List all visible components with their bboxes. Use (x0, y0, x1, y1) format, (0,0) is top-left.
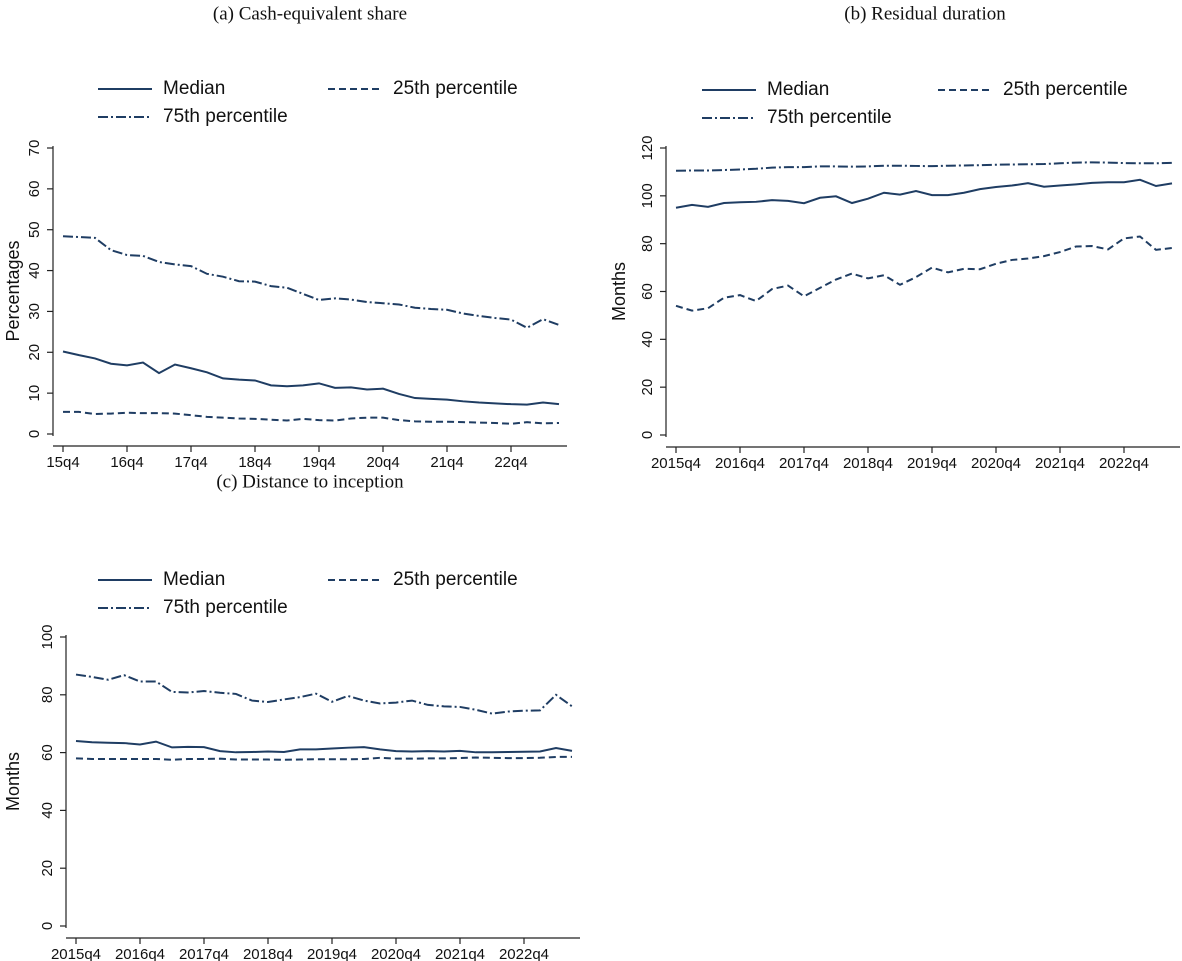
legend-label: 25th percentile (393, 78, 518, 99)
y-tick-label: 0 (26, 430, 43, 438)
series-line (75, 755, 572, 761)
x-tick-label: 18q4 (238, 454, 271, 471)
x-tick-label: 2020q4 (971, 455, 1021, 472)
legend-label: Median (163, 569, 225, 590)
y-tick-label: 120 (639, 135, 656, 160)
x-tick-label: 2017q4 (179, 946, 229, 961)
series-line (63, 410, 560, 425)
x-tick-label: 2019q4 (307, 946, 357, 961)
legend-label: 75th percentile (163, 106, 288, 127)
series-line (675, 161, 1173, 172)
x-tick-label: 2018q4 (843, 455, 893, 472)
x-tick-label: 2016q4 (115, 946, 165, 961)
y-tick-label: 0 (639, 431, 656, 439)
y-tick-label: 10 (26, 385, 43, 402)
x-tick-label: 22q4 (494, 454, 527, 471)
x-tick-label: 20q4 (366, 454, 399, 471)
x-tick-label: 2016q4 (715, 455, 765, 472)
y-tick-label: 80 (39, 686, 56, 703)
series-line (62, 350, 560, 406)
x-tick-label: 17q4 (174, 454, 207, 471)
y-tick-label: 70 (26, 140, 43, 157)
chart-title: (c) Distance to inception (216, 471, 404, 492)
y-tick-label: 40 (26, 262, 43, 279)
series-line (75, 673, 573, 715)
series-line (675, 235, 1173, 312)
legend-label: Median (767, 79, 829, 100)
x-tick-label: 2015q4 (651, 455, 701, 472)
y-tick-label: 40 (39, 802, 56, 819)
y-tick-label: 20 (26, 344, 43, 361)
x-tick-label: 21q4 (430, 454, 463, 471)
legend-label: 25th percentile (1003, 79, 1128, 100)
y-tick-label: 30 (26, 303, 43, 320)
y-tick-label: 20 (639, 379, 656, 396)
x-tick-label: 2021q4 (435, 946, 485, 961)
x-tick-label: 2018q4 (243, 946, 293, 961)
y-axis-label: Percentages (3, 240, 23, 341)
series-line (675, 178, 1173, 209)
y-axis-label: Months (609, 262, 629, 321)
legend-label: 75th percentile (163, 597, 288, 618)
series-line (75, 740, 573, 754)
x-tick-label: 19q4 (302, 454, 335, 471)
chart-title: (b) Residual duration (844, 3, 1006, 24)
chart-title: (a) Cash-equivalent share (213, 3, 407, 24)
y-tick-label: 50 (26, 221, 43, 238)
y-tick-label: 60 (39, 744, 56, 761)
y-tick-label: 0 (39, 922, 56, 930)
y-tick-label: 100 (39, 624, 56, 649)
y-tick-label: 60 (639, 283, 656, 300)
legend-label: Median (163, 78, 225, 99)
series-line (62, 235, 560, 329)
x-tick-label: 2022q4 (499, 946, 549, 961)
x-tick-label: 2021q4 (1035, 455, 1085, 472)
x-tick-label: 16q4 (110, 454, 143, 471)
y-tick-label: 100 (639, 183, 656, 208)
x-tick-label: 2019q4 (907, 455, 957, 472)
y-axis-label: Months (3, 752, 23, 811)
y-tick-label: 80 (639, 235, 656, 252)
y-tick-label: 60 (26, 181, 43, 198)
x-tick-label: 15q4 (46, 454, 79, 471)
x-tick-label: 2017q4 (779, 455, 829, 472)
legend-label: 25th percentile (393, 569, 518, 590)
y-tick-label: 40 (639, 331, 656, 348)
legend-label: 75th percentile (767, 107, 892, 128)
x-tick-label: 2015q4 (51, 946, 101, 961)
y-tick-label: 20 (39, 860, 56, 877)
x-tick-label: 2020q4 (371, 946, 421, 961)
x-tick-label: 2022q4 (1099, 455, 1149, 472)
